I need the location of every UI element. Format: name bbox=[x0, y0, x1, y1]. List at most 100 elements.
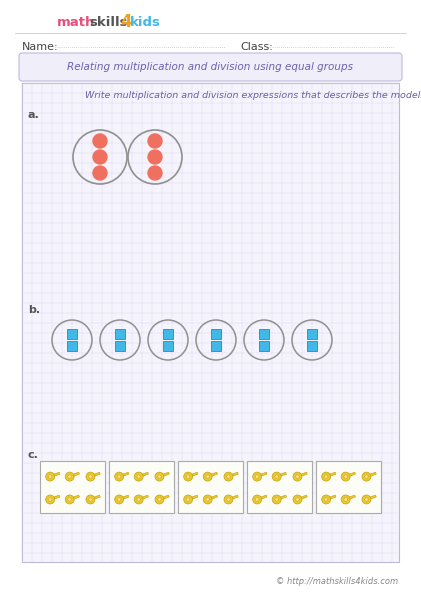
Text: c.: c. bbox=[28, 450, 39, 460]
Polygon shape bbox=[69, 472, 80, 478]
Circle shape bbox=[362, 472, 371, 481]
Circle shape bbox=[256, 475, 259, 478]
Circle shape bbox=[65, 472, 74, 481]
Circle shape bbox=[296, 475, 299, 478]
Polygon shape bbox=[257, 495, 267, 500]
Polygon shape bbox=[228, 472, 238, 478]
Polygon shape bbox=[366, 472, 376, 478]
Polygon shape bbox=[188, 472, 198, 478]
Polygon shape bbox=[139, 472, 149, 478]
Circle shape bbox=[117, 475, 121, 478]
Polygon shape bbox=[119, 495, 129, 500]
Polygon shape bbox=[90, 495, 100, 500]
Circle shape bbox=[93, 150, 107, 164]
Polygon shape bbox=[276, 472, 286, 478]
Circle shape bbox=[344, 475, 347, 478]
Polygon shape bbox=[326, 472, 336, 478]
Text: Write multiplication and division expressions that describes the models below.: Write multiplication and division expres… bbox=[85, 90, 421, 99]
Text: b.: b. bbox=[28, 305, 40, 315]
Circle shape bbox=[148, 150, 162, 164]
Text: 4: 4 bbox=[120, 13, 132, 31]
Circle shape bbox=[89, 498, 92, 501]
Circle shape bbox=[365, 498, 368, 501]
Text: Relating multiplication and division using equal groups: Relating multiplication and division usi… bbox=[67, 62, 353, 72]
Bar bbox=[67, 341, 77, 351]
Polygon shape bbox=[159, 495, 169, 500]
Circle shape bbox=[148, 134, 162, 148]
FancyBboxPatch shape bbox=[19, 53, 402, 81]
Circle shape bbox=[206, 498, 209, 501]
Circle shape bbox=[272, 472, 281, 481]
Circle shape bbox=[203, 495, 212, 504]
Circle shape bbox=[253, 495, 261, 504]
Circle shape bbox=[227, 498, 230, 501]
Polygon shape bbox=[69, 495, 80, 500]
Circle shape bbox=[68, 475, 72, 478]
Circle shape bbox=[325, 475, 328, 478]
Bar bbox=[115, 329, 125, 339]
Circle shape bbox=[158, 475, 161, 478]
Polygon shape bbox=[207, 495, 218, 500]
Bar bbox=[247, 461, 312, 513]
Circle shape bbox=[224, 472, 233, 481]
Bar bbox=[259, 341, 269, 351]
Circle shape bbox=[224, 495, 233, 504]
Circle shape bbox=[45, 495, 55, 504]
Polygon shape bbox=[297, 472, 307, 478]
Circle shape bbox=[275, 498, 278, 501]
Text: Class:: Class: bbox=[240, 42, 273, 52]
Bar bbox=[40, 461, 105, 513]
Bar bbox=[307, 329, 317, 339]
Circle shape bbox=[206, 475, 209, 478]
Circle shape bbox=[65, 495, 74, 504]
Polygon shape bbox=[159, 472, 169, 478]
Circle shape bbox=[155, 495, 164, 504]
Circle shape bbox=[137, 475, 140, 478]
Bar bbox=[178, 461, 243, 513]
Text: a.: a. bbox=[28, 110, 40, 120]
Bar bbox=[109, 461, 174, 513]
Circle shape bbox=[293, 472, 302, 481]
Circle shape bbox=[365, 475, 368, 478]
Circle shape bbox=[275, 475, 278, 478]
Polygon shape bbox=[366, 495, 376, 500]
Circle shape bbox=[344, 498, 347, 501]
Circle shape bbox=[325, 498, 328, 501]
Circle shape bbox=[272, 495, 281, 504]
Polygon shape bbox=[276, 495, 286, 500]
Circle shape bbox=[187, 475, 190, 478]
Circle shape bbox=[253, 472, 261, 481]
Circle shape bbox=[68, 498, 72, 501]
Bar bbox=[22, 83, 399, 562]
Polygon shape bbox=[119, 472, 129, 478]
Polygon shape bbox=[90, 472, 100, 478]
Circle shape bbox=[227, 475, 230, 478]
Bar bbox=[316, 461, 381, 513]
Circle shape bbox=[93, 166, 107, 180]
Polygon shape bbox=[345, 472, 355, 478]
Circle shape bbox=[115, 495, 124, 504]
Text: Name:: Name: bbox=[22, 42, 59, 52]
Bar bbox=[259, 329, 269, 339]
Circle shape bbox=[184, 472, 193, 481]
Circle shape bbox=[184, 495, 193, 504]
Circle shape bbox=[362, 495, 371, 504]
Bar bbox=[211, 341, 221, 351]
Circle shape bbox=[89, 475, 92, 478]
Circle shape bbox=[203, 472, 212, 481]
Circle shape bbox=[322, 495, 330, 504]
Circle shape bbox=[322, 472, 330, 481]
Circle shape bbox=[86, 472, 95, 481]
Polygon shape bbox=[188, 495, 198, 500]
Circle shape bbox=[134, 495, 143, 504]
Circle shape bbox=[296, 498, 299, 501]
Circle shape bbox=[117, 498, 121, 501]
Circle shape bbox=[115, 472, 124, 481]
Circle shape bbox=[148, 166, 162, 180]
Circle shape bbox=[93, 134, 107, 148]
Text: math: math bbox=[57, 15, 96, 29]
Bar bbox=[67, 329, 77, 339]
Polygon shape bbox=[228, 495, 238, 500]
Circle shape bbox=[48, 498, 52, 501]
Bar bbox=[211, 329, 221, 339]
